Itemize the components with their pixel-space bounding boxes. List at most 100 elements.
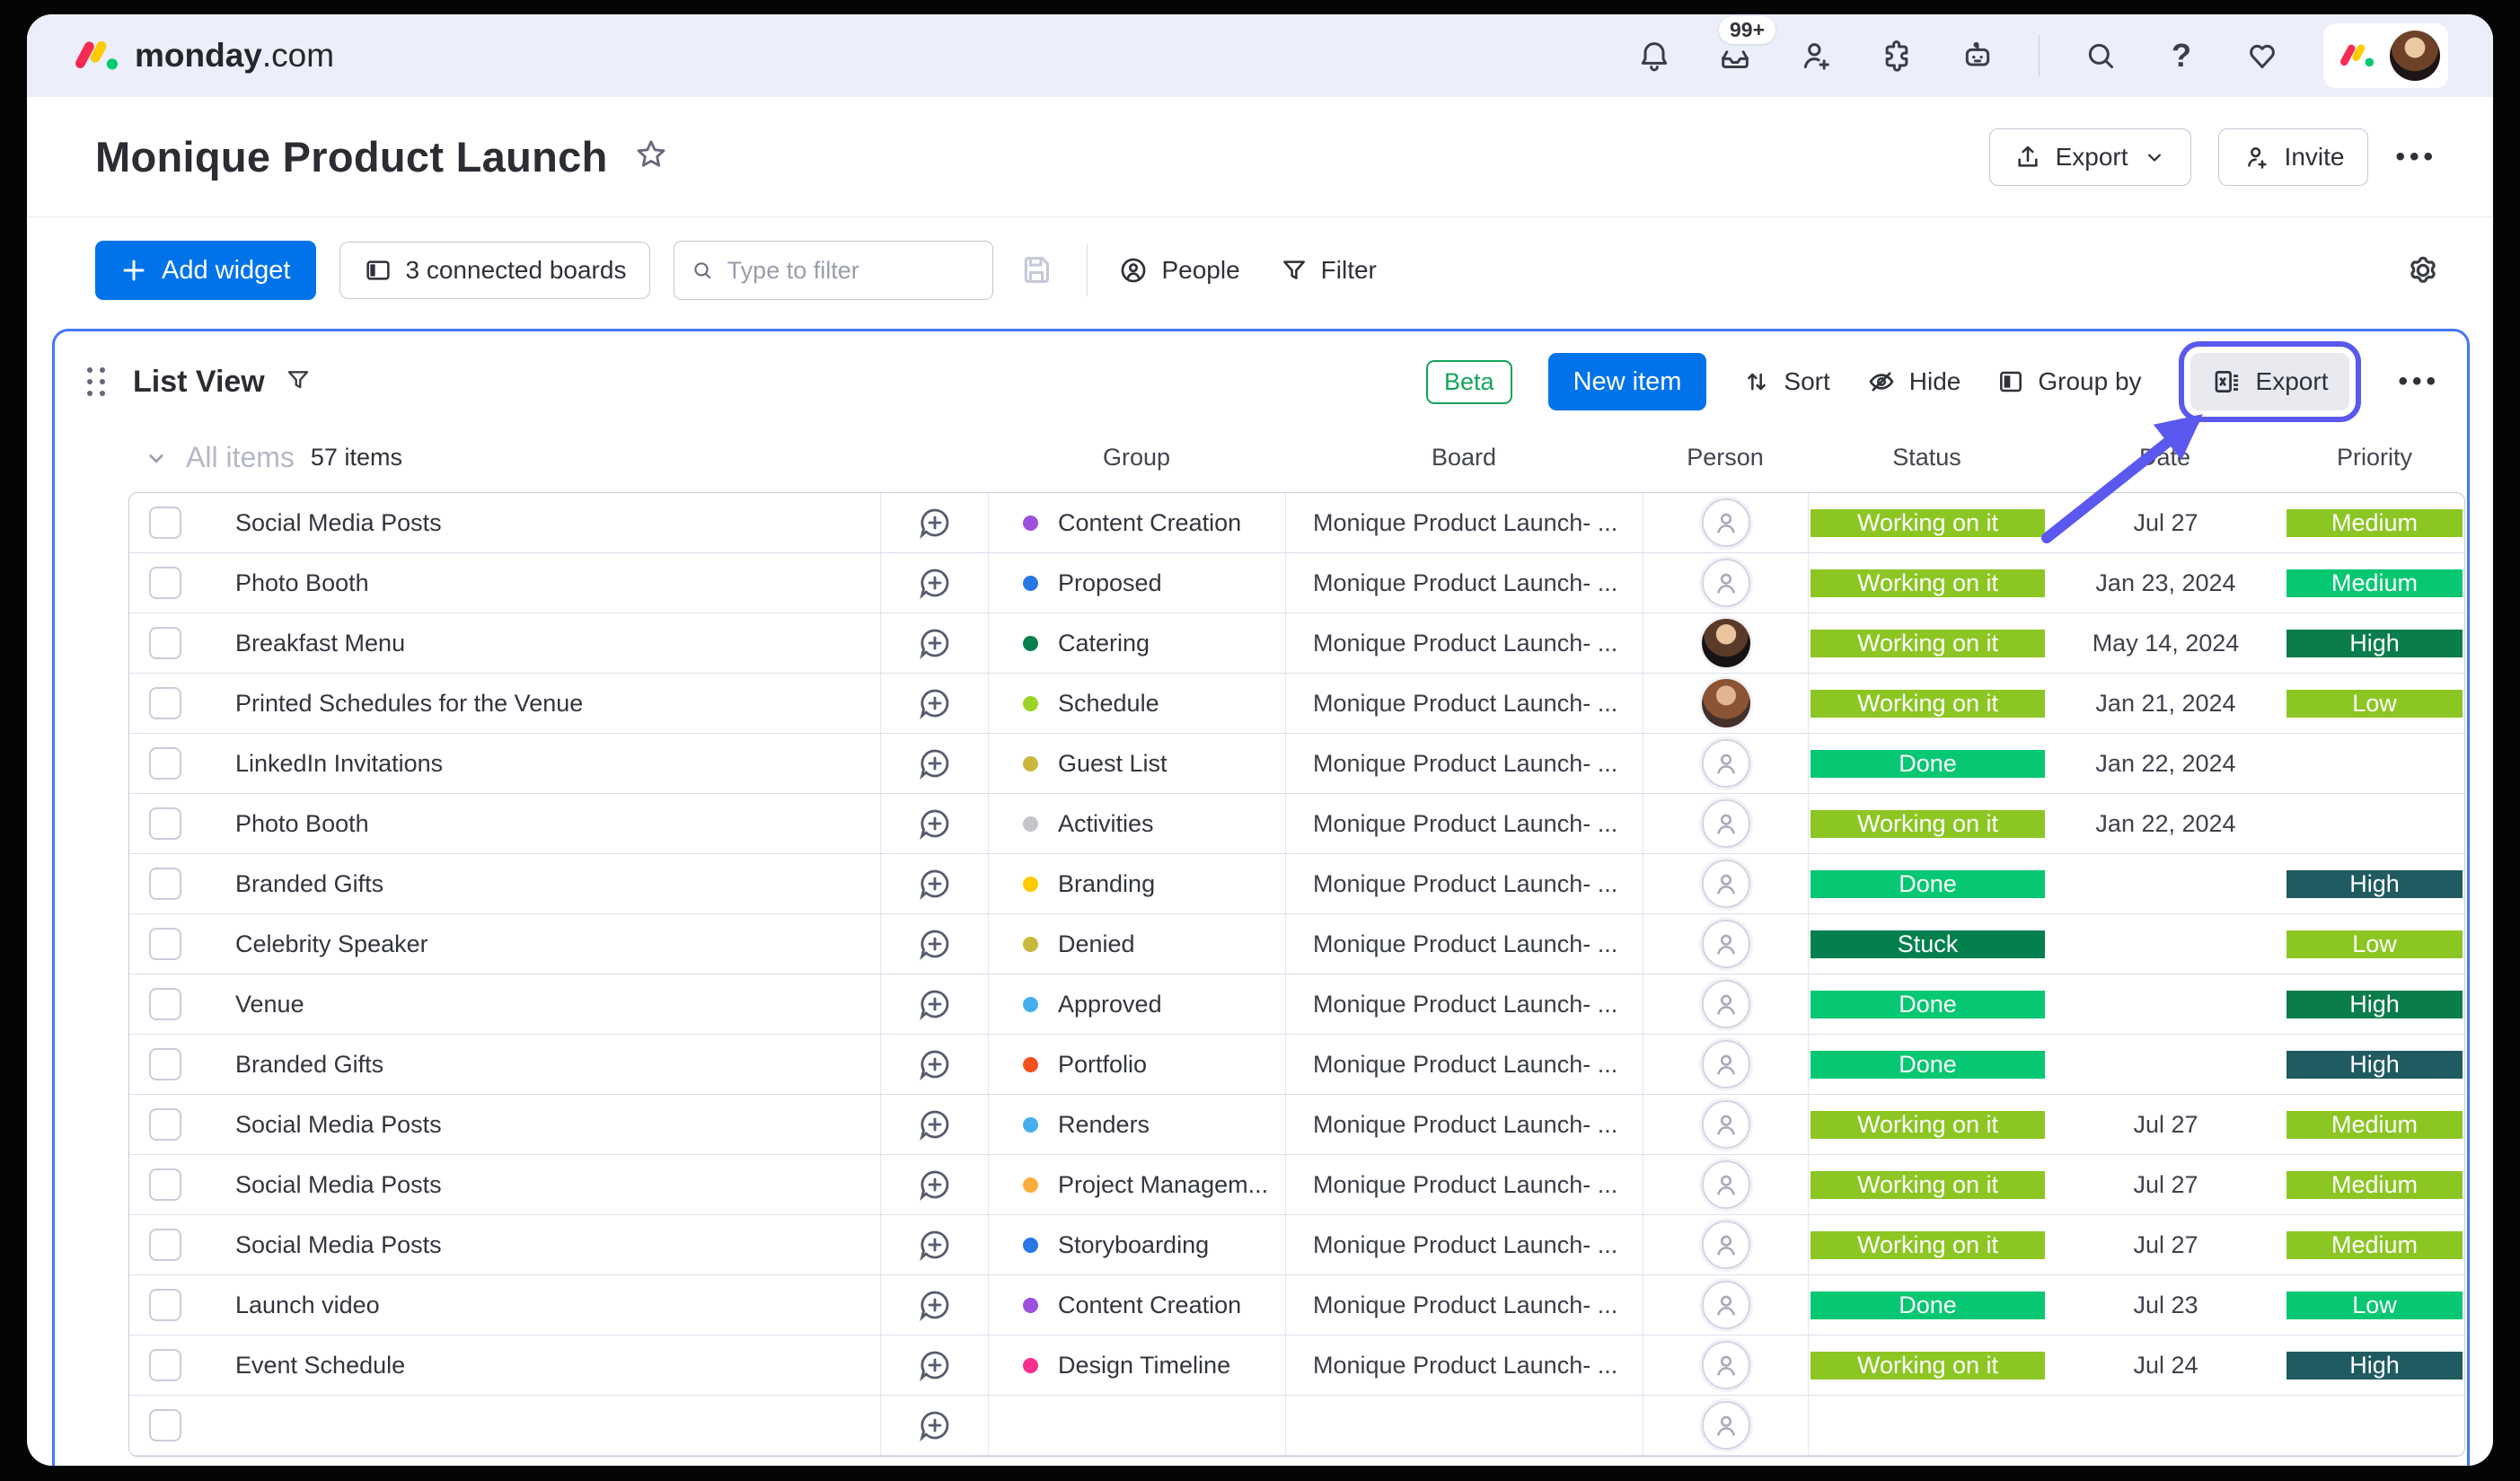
row-checkbox[interactable] (149, 507, 181, 539)
priority-cell[interactable]: Medium (2287, 508, 2463, 537)
row-checkbox[interactable] (149, 807, 181, 840)
column-header-group[interactable]: Group (1102, 444, 1171, 471)
row-checkbox[interactable] (149, 1289, 181, 1321)
item-name[interactable]: Printed Schedules for the Venue (201, 674, 881, 733)
status-cell[interactable]: Done (1811, 749, 2045, 778)
connected-boards-button[interactable]: 3 connected boards (339, 242, 651, 299)
widget-export-button[interactable]: Export (2178, 341, 2362, 422)
priority-cell[interactable]: Low (2287, 689, 2463, 718)
add-widget-button[interactable]: Add widget (95, 241, 316, 300)
board-label[interactable]: Monique Product Launch- ... (1286, 553, 1643, 613)
date-cell[interactable]: Jul 24 (2133, 1351, 2198, 1379)
person-avatar[interactable] (1701, 1401, 1750, 1450)
item-name[interactable] (201, 1396, 881, 1455)
add-update-bubble-icon[interactable] (881, 914, 989, 974)
board-label[interactable]: Monique Product Launch- ... (1286, 974, 1643, 1034)
person-avatar[interactable] (1701, 498, 1750, 547)
help-icon[interactable]: ? (2172, 37, 2191, 74)
date-cell[interactable]: Jan 22, 2024 (2095, 809, 2236, 837)
board-label[interactable]: Monique Product Launch- ... (1286, 794, 1643, 853)
user-avatar[interactable] (2390, 31, 2440, 81)
person-avatar[interactable] (1701, 799, 1750, 848)
status-cell[interactable]: Done (1811, 1050, 2045, 1079)
people-filter-button[interactable]: People (1118, 255, 1240, 286)
board-label[interactable]: Monique Product Launch- ... (1286, 854, 1643, 913)
row-checkbox[interactable] (149, 868, 181, 900)
board-more-options-button[interactable]: ••• (2395, 141, 2437, 172)
item-name[interactable]: Venue (201, 974, 881, 1034)
row-checkbox[interactable] (149, 928, 181, 960)
person-avatar[interactable] (1701, 559, 1750, 607)
board-label[interactable]: Monique Product Launch- ... (1286, 613, 1643, 673)
row-checkbox[interactable] (149, 1108, 181, 1141)
board-label[interactable]: Monique Product Launch- ... (1286, 1275, 1643, 1335)
board-label[interactable] (1286, 1396, 1643, 1455)
status-cell[interactable]: Done (1811, 990, 2045, 1018)
row-checkbox[interactable] (149, 1048, 181, 1080)
date-cell[interactable]: Jul 27 (2133, 1110, 2198, 1138)
board-label[interactable]: Monique Product Launch- ... (1286, 1155, 1643, 1214)
item-name[interactable]: Event Schedule (201, 1336, 881, 1395)
priority-cell[interactable]: Medium (2287, 569, 2463, 597)
item-name[interactable]: Branded Gifts (201, 854, 881, 913)
status-cell[interactable]: Working on it (1811, 508, 2045, 537)
column-header-person[interactable]: Person (1687, 444, 1764, 471)
settings-gear-icon[interactable] (2403, 251, 2443, 290)
date-cell[interactable] (2047, 974, 2285, 1034)
item-name[interactable]: Breakfast Menu (201, 613, 881, 673)
favorites-heart-icon[interactable] (2242, 36, 2282, 75)
person-avatar[interactable] (1701, 980, 1750, 1028)
add-update-bubble-icon[interactable] (881, 1095, 989, 1154)
monday-logo[interactable]: monday.com (74, 36, 334, 75)
person-avatar[interactable] (1701, 619, 1750, 667)
add-update-bubble-icon[interactable] (881, 734, 989, 793)
row-checkbox[interactable] (149, 1229, 181, 1261)
row-checkbox[interactable] (149, 1409, 181, 1441)
priority-cell[interactable]: High (2287, 629, 2463, 657)
status-cell[interactable]: Working on it (1811, 689, 2045, 718)
person-avatar[interactable] (1701, 1160, 1750, 1209)
assistant-robot-icon[interactable] (1958, 36, 1997, 75)
add-update-bubble-icon[interactable] (881, 613, 989, 673)
favorite-star-icon[interactable] (633, 137, 669, 177)
status-cell[interactable]: Done (1811, 1291, 2045, 1319)
board-label[interactable]: Monique Product Launch- ... (1286, 1095, 1643, 1154)
priority-cell[interactable]: Medium (2287, 1170, 2463, 1199)
person-avatar[interactable] (1701, 1040, 1750, 1089)
status-cell[interactable]: Working on it (1811, 629, 2045, 657)
date-cell[interactable] (2047, 1035, 2285, 1094)
item-name[interactable]: Celebrity Speaker (201, 914, 881, 974)
notifications-bell-icon[interactable] (1634, 36, 1674, 75)
board-label[interactable]: Monique Product Launch- ... (1286, 914, 1643, 974)
item-name[interactable]: Social Media Posts (201, 493, 881, 552)
board-label[interactable]: Monique Product Launch- ... (1286, 493, 1643, 552)
person-avatar[interactable] (1701, 739, 1750, 788)
status-cell[interactable]: Done (1811, 869, 2045, 898)
column-header-status[interactable]: Status (1892, 444, 1961, 471)
row-checkbox[interactable] (149, 988, 181, 1020)
board-label[interactable]: Monique Product Launch- ... (1286, 1336, 1643, 1395)
group-title[interactable]: All items (186, 441, 295, 473)
filter-input[interactable] (727, 256, 977, 285)
widget-more-options-button[interactable]: ••• (2398, 366, 2440, 396)
item-name[interactable]: Social Media Posts (201, 1155, 881, 1214)
invite-button[interactable]: Invite (2217, 128, 2369, 186)
search-icon[interactable] (2081, 36, 2120, 75)
add-update-bubble-icon[interactable] (881, 794, 989, 853)
add-update-bubble-icon[interactable] (881, 1275, 989, 1335)
priority-cell[interactable]: High (2287, 1050, 2463, 1079)
person-avatar[interactable] (1701, 1281, 1750, 1329)
date-cell[interactable] (2047, 914, 2285, 974)
date-cell[interactable]: Jul 27 (2133, 508, 2198, 536)
priority-cell[interactable]: Low (2287, 1291, 2463, 1319)
item-name[interactable]: Branded Gifts (201, 1035, 881, 1094)
priority-cell[interactable]: High (2287, 1351, 2463, 1380)
date-cell[interactable]: Jul 27 (2133, 1170, 2198, 1198)
board-label[interactable]: Monique Product Launch- ... (1286, 1035, 1643, 1094)
add-update-bubble-icon[interactable] (881, 1155, 989, 1214)
board-label[interactable]: Monique Product Launch- ... (1286, 674, 1643, 733)
status-cell[interactable]: Working on it (1811, 1110, 2045, 1139)
person-avatar[interactable] (1701, 1100, 1750, 1149)
board-label[interactable]: Monique Product Launch- ... (1286, 734, 1643, 793)
row-checkbox[interactable] (149, 747, 181, 780)
